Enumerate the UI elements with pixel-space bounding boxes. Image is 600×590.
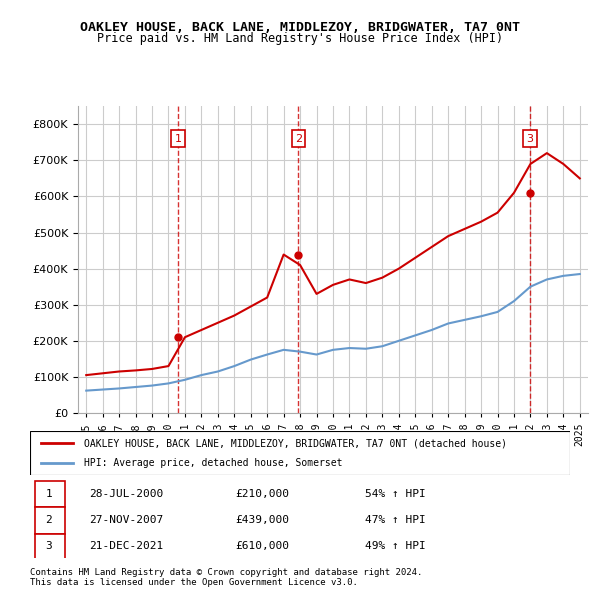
Text: OAKLEY HOUSE, BACK LANE, MIDDLEZOY, BRIDGWATER, TA7 0NT (detached house): OAKLEY HOUSE, BACK LANE, MIDDLEZOY, BRID… xyxy=(84,438,507,448)
Text: 1: 1 xyxy=(46,489,52,499)
Text: 49% ↑ HPI: 49% ↑ HPI xyxy=(365,542,425,552)
Text: 28-JUL-2000: 28-JUL-2000 xyxy=(89,489,164,499)
Text: Price paid vs. HM Land Registry's House Price Index (HPI): Price paid vs. HM Land Registry's House … xyxy=(97,32,503,45)
Text: £210,000: £210,000 xyxy=(235,489,289,499)
Text: 2: 2 xyxy=(46,515,52,525)
Text: 54% ↑ HPI: 54% ↑ HPI xyxy=(365,489,425,499)
Text: 1: 1 xyxy=(175,134,182,144)
FancyBboxPatch shape xyxy=(30,431,570,475)
FancyBboxPatch shape xyxy=(35,507,65,533)
FancyBboxPatch shape xyxy=(35,533,65,560)
Text: HPI: Average price, detached house, Somerset: HPI: Average price, detached house, Some… xyxy=(84,458,343,467)
Text: Contains HM Land Registry data © Crown copyright and database right 2024.: Contains HM Land Registry data © Crown c… xyxy=(30,568,422,576)
Text: 27-NOV-2007: 27-NOV-2007 xyxy=(89,515,164,525)
Text: 3: 3 xyxy=(526,134,533,144)
Text: This data is licensed under the Open Government Licence v3.0.: This data is licensed under the Open Gov… xyxy=(30,578,358,587)
FancyBboxPatch shape xyxy=(35,481,65,507)
Text: £610,000: £610,000 xyxy=(235,542,289,552)
Text: £439,000: £439,000 xyxy=(235,515,289,525)
Text: 47% ↑ HPI: 47% ↑ HPI xyxy=(365,515,425,525)
Text: 3: 3 xyxy=(46,542,52,552)
Text: 21-DEC-2021: 21-DEC-2021 xyxy=(89,542,164,552)
Text: OAKLEY HOUSE, BACK LANE, MIDDLEZOY, BRIDGWATER, TA7 0NT: OAKLEY HOUSE, BACK LANE, MIDDLEZOY, BRID… xyxy=(80,21,520,34)
Text: 2: 2 xyxy=(295,134,302,144)
